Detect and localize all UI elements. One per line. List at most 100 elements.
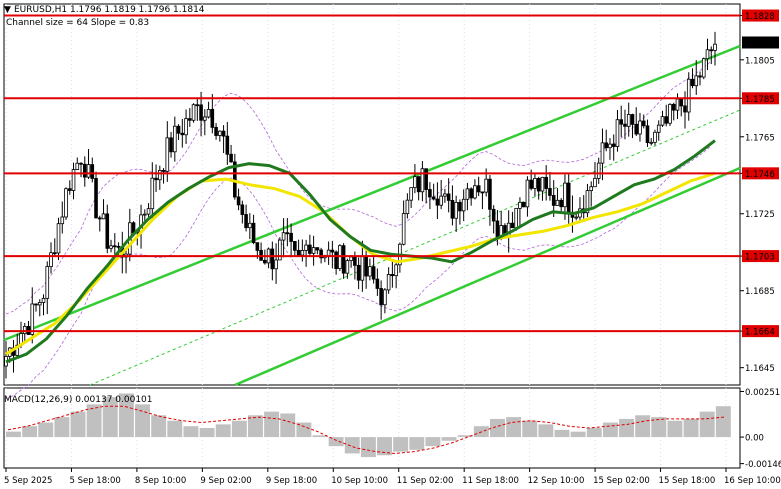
candle-body [611,143,616,147]
candle-body [694,75,699,87]
current-price-label: 1.1814 [745,39,775,49]
candle-body [469,188,473,199]
macd-bar [602,422,618,438]
candle-body [112,245,117,248]
candle-body [604,142,609,149]
channel-info-label: Channel size = 64 Slope = 0.83 [6,18,149,28]
macd-bar [619,418,634,438]
candle-body [345,260,350,274]
candle-body [270,248,275,270]
macd-bar [280,413,296,438]
macd-bar [393,437,409,452]
moving-averages [5,139,716,364]
candle-body [278,239,282,261]
candle-body [409,187,413,201]
candle-body [709,49,714,52]
candle-body [623,123,627,127]
candle-body [169,137,173,153]
macd-bar [215,424,231,438]
macd-bar [683,418,699,438]
macd-bar [328,437,344,447]
candle-body [274,259,278,270]
candle-body [184,118,188,136]
candle-body [656,124,661,133]
candle-body [22,326,27,334]
x-tick-label: 5 Sep 18:00 [69,476,120,486]
candle-body [109,245,113,249]
level-price-label: 1.1746 [745,170,775,180]
candle-body [713,43,717,51]
candle-body [484,178,488,193]
candle-body [105,213,110,249]
candle-body [289,232,293,242]
candle-body [150,177,155,210]
level-price-tag [742,250,779,263]
candle-body [416,176,421,193]
x-tick-label: 12 Sep 10:00 [528,476,585,486]
candle-body [476,185,481,193]
candle-body [300,250,305,256]
header-text: ▼ EURUSD,H1 1.1796 1.1819 1.1796 1.1814 … [4,5,205,405]
candle-body [521,201,526,208]
macd-bar [715,406,731,438]
candle-body [555,199,560,206]
macd-panel-frame [3,387,741,469]
candle-body [364,255,368,277]
candle-body [544,176,548,189]
macd-bar [409,437,425,450]
x-tick-label: 9 Sep 02:00 [200,476,251,486]
candle-body [638,120,642,135]
triangle-icon: ▼ [4,5,11,15]
candle-body [236,196,241,206]
candle-body [461,198,466,212]
level-price-label: 1.1664 [745,328,775,338]
candle-body [37,302,42,306]
candle-body [671,103,676,111]
candle-body [154,177,158,181]
candle-body [668,103,672,124]
candle-body [142,213,147,216]
y-tick-label: 1.1765 [745,133,775,143]
candle-body [319,249,323,259]
macd-bar [360,437,376,458]
y-tick-label: 1.1805 [745,56,775,66]
candle-body [596,162,601,179]
symbol-ohlc-label: EURUSD,H1 1.1796 1.1819 1.1796 1.1814 [14,5,205,15]
x-tick-label: 10 Sep 10:00 [331,476,388,486]
x-tick-label: 11 Sep 02:00 [397,476,454,486]
macd-y-tick-label: -0.00146 [745,460,781,470]
candle-body [229,153,233,163]
candle-body [413,176,417,189]
macd-bar [667,420,683,438]
candle-body [510,222,515,229]
macd-bar [441,437,457,441]
x-tick-label: 9 Sep 18:00 [266,476,317,486]
candle-body [458,201,462,212]
candle-body [326,249,331,257]
channel-mid-line [89,109,741,386]
candle-body [645,125,650,143]
candle-body [551,195,556,206]
macd-bar [457,435,473,438]
candle-body [379,288,383,306]
candle-body [251,222,256,244]
candle-body [90,164,95,179]
macd-bar [312,435,328,438]
price-panel-frame [3,3,741,386]
candle-body [248,222,252,229]
channel-upper-line [3,44,741,342]
candle-body [52,252,57,255]
macd-y-tick-label: 0.00251 [745,388,780,398]
candle-body [188,118,192,121]
candle-body [210,109,215,128]
x-tick-label: 16 Sep 10:00 [724,476,781,486]
x-tick-label: 11 Sep 18:00 [462,476,519,486]
candle-body [353,256,357,266]
macd-bar [651,417,667,438]
candle-body [116,245,121,248]
macd-bar [554,429,570,438]
candle-body [79,162,83,165]
candle-body [375,278,380,289]
